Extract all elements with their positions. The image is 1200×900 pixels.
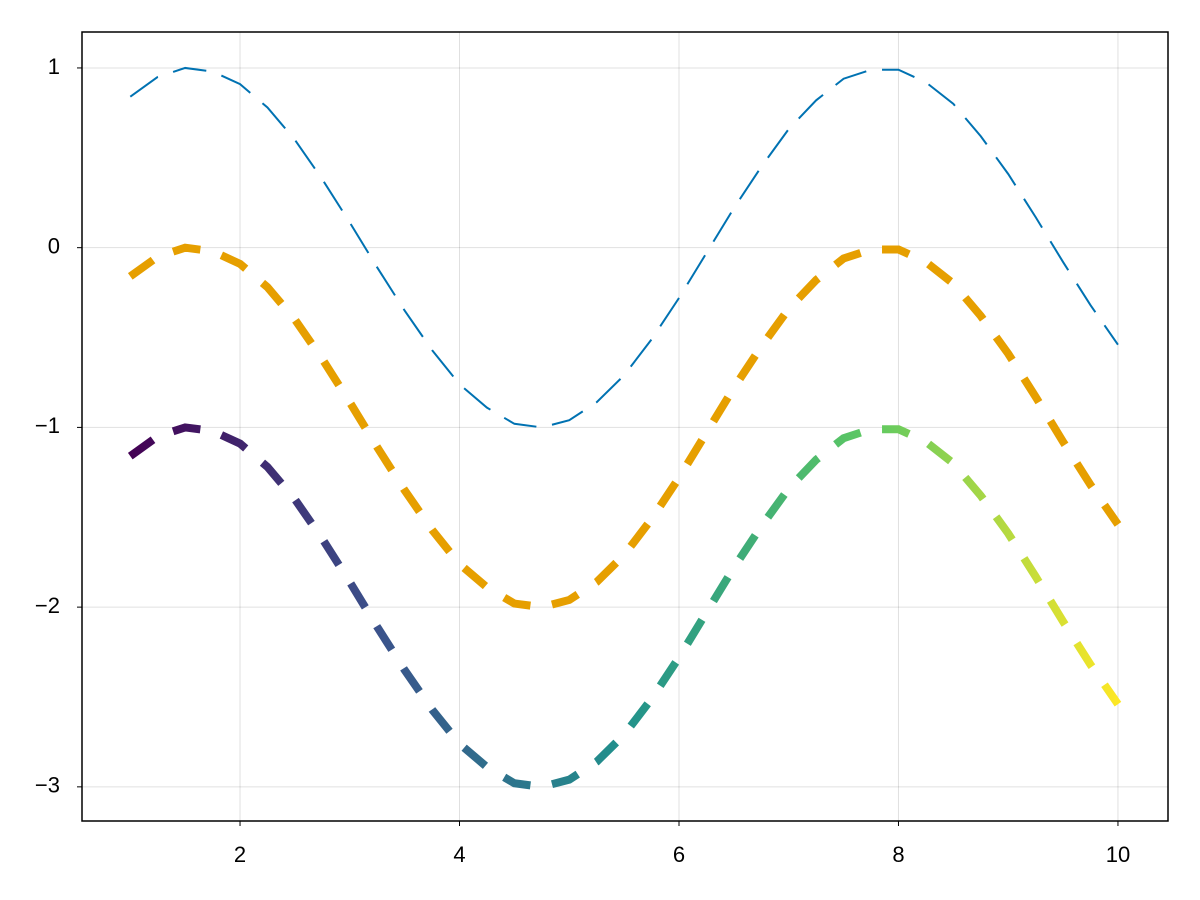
x-tick-label: 10 xyxy=(1106,842,1130,867)
plot-frame xyxy=(81,31,1169,822)
x-tick-label: 4 xyxy=(453,842,465,867)
x-tick-label: 8 xyxy=(892,842,904,867)
y-tick-label: 1 xyxy=(48,54,60,79)
x-tick-label: 2 xyxy=(234,842,246,867)
y-tick-label: −3 xyxy=(35,773,60,798)
line-series xyxy=(129,66,1119,429)
y-tick-label: 0 xyxy=(48,233,60,258)
y-tick-label: −2 xyxy=(35,593,60,618)
y-tick-label: −1 xyxy=(35,413,60,438)
x-tick-label: 6 xyxy=(673,842,685,867)
